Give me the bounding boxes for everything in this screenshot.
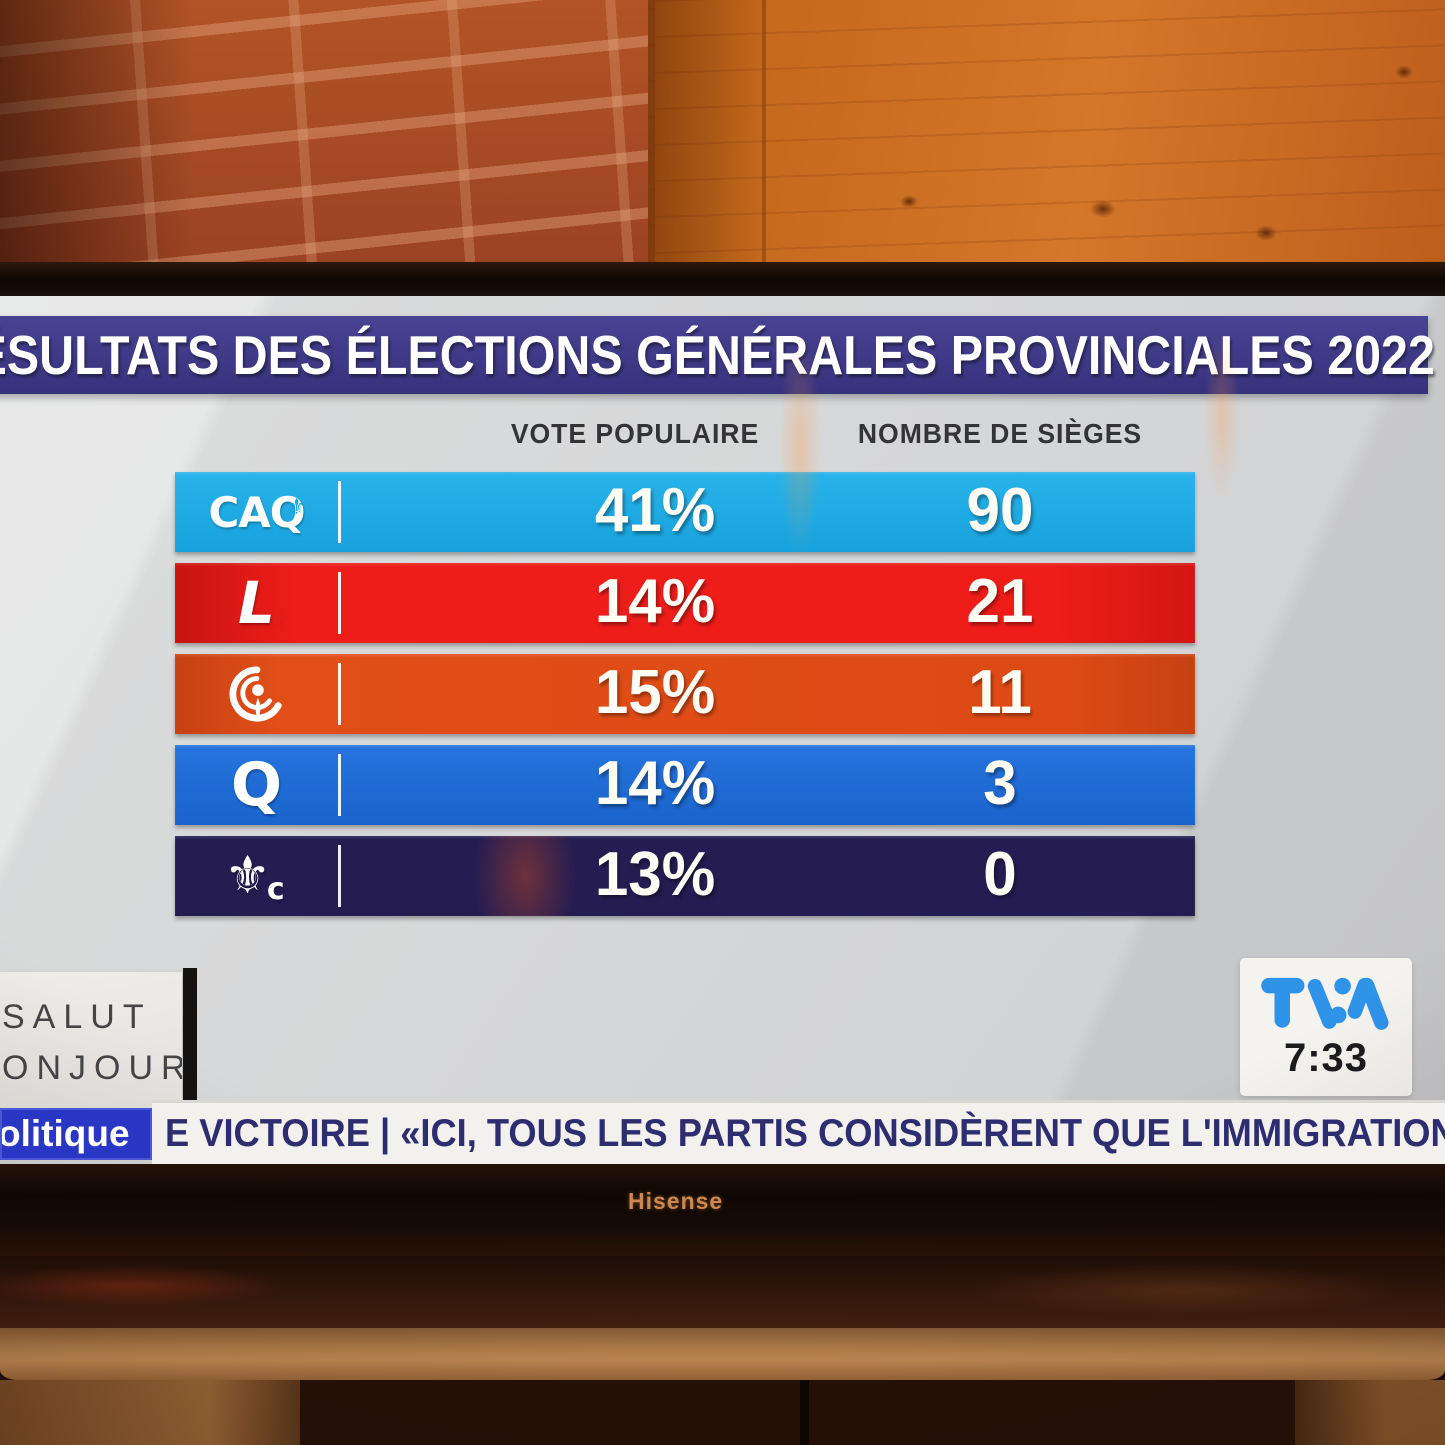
cabinet xyxy=(0,1380,1445,1445)
divider xyxy=(338,754,341,816)
vote-value: 14% xyxy=(594,749,716,819)
headline-banner: ÉSULTATS DES ÉLECTIONS GÉNÉRALES PROVINC… xyxy=(0,316,1435,394)
fleur-de-lis-icon: ⚜ xyxy=(286,494,307,520)
tv-bezel-bottom: Hisense xyxy=(0,1164,1445,1256)
stand-glossy-top xyxy=(0,1256,1445,1328)
plq-logo: L ⚜ xyxy=(238,569,291,637)
table-row-caq: CAQ ⚜ 41% 90 xyxy=(175,472,1195,552)
pcq-logo: ⚜c xyxy=(224,846,285,907)
qs-logo xyxy=(229,666,282,722)
fleur-de-lis-icon: ⚜ xyxy=(269,607,291,635)
brick-wall xyxy=(0,0,648,262)
wood-seam xyxy=(762,0,766,262)
caq-logo: CAQ ⚜ xyxy=(208,487,307,537)
vote-value: 14% xyxy=(594,567,716,637)
results-table: CAQ ⚜ 41% 90 L ⚜ 14% 21 xyxy=(175,472,1195,927)
ticker-category: olitique xyxy=(0,1108,152,1160)
seats-value: 0 xyxy=(983,840,1017,910)
wood-knot xyxy=(1090,200,1116,218)
seats-value: 3 xyxy=(983,749,1017,819)
vote-value: 41% xyxy=(594,476,716,546)
table-row-pcq: ⚜c 13% 0 xyxy=(175,836,1195,916)
seats-value: 21 xyxy=(966,567,1034,637)
column-header-vote: VOTE POPULAIRE xyxy=(510,418,760,449)
channel-bug: 7:33 xyxy=(1240,958,1412,1096)
vote-value: 15% xyxy=(594,658,716,728)
divider xyxy=(338,845,341,907)
vote-value: 13% xyxy=(594,840,716,910)
tv-screen: ÉSULTATS DES ÉLECTIONS GÉNÉRALES PROVINC… xyxy=(0,296,1445,1164)
wood-knot xyxy=(900,195,918,208)
seats-value: 11 xyxy=(968,658,1032,728)
wood-knot xyxy=(1255,225,1277,241)
seats-value: 90 xyxy=(966,476,1034,546)
badge-line-2: ONJOUR xyxy=(2,1049,182,1087)
stand-shelf xyxy=(0,1328,1445,1380)
badge-line-1: SALUT xyxy=(2,998,152,1036)
badge-black-bar xyxy=(183,968,197,1116)
tva-logo xyxy=(1261,977,1389,1030)
divider xyxy=(338,572,341,634)
tv-stand xyxy=(0,1256,1445,1445)
wood-paneling xyxy=(648,0,1445,262)
cabinet-door-divider xyxy=(800,1380,809,1445)
clock: 7:33 xyxy=(1283,1035,1369,1080)
page-title: ÉSULTATS DES ÉLECTIONS GÉNÉRALES PROVINC… xyxy=(0,324,1436,386)
wood-knot xyxy=(1395,65,1413,79)
fleur-de-lis-icon: ⚜ xyxy=(224,846,271,906)
table-row-pq: Q 14% 3 xyxy=(175,745,1195,825)
ticker-headline: E VICTOIRE | «ICI, TOUS LES PARTIS CONSI… xyxy=(165,1111,1445,1155)
cabinet-right-side xyxy=(1295,1380,1445,1445)
salut-bonjour-badge: SALUT ONJOUR xyxy=(0,972,182,1112)
divider xyxy=(338,663,341,725)
column-header-seats: NOMBRE DE SIÈGES xyxy=(857,418,1143,449)
cabinet-left-side xyxy=(0,1380,300,1445)
table-row-plq: L ⚜ 14% 21 xyxy=(175,563,1195,643)
news-ticker: E VICTOIRE | «ICI, TOUS LES PARTIS CONSI… xyxy=(152,1100,1445,1164)
tv-brand-logo: Hisense xyxy=(628,1188,724,1214)
pq-logo: Q xyxy=(230,750,282,820)
divider xyxy=(338,481,341,543)
table-row-qs: 15% 11 xyxy=(175,654,1195,734)
tv-bezel-top xyxy=(0,262,1445,296)
